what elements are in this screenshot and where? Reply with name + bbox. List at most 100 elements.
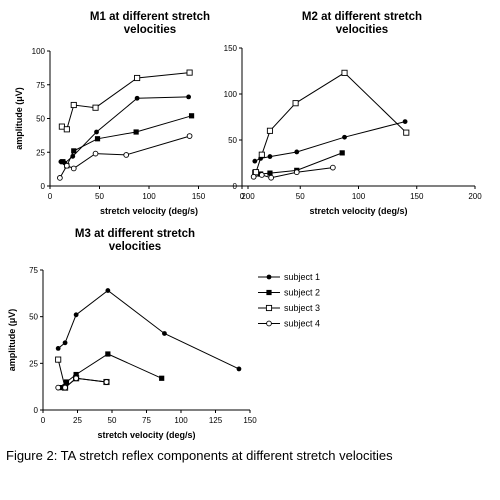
x-axis-label: stretch velocity (deg/s) [97,430,195,440]
series-subject-3 [252,69,410,176]
data-point [62,340,68,346]
x-axis-label: stretch velocity (deg/s) [100,206,198,216]
data-point [134,74,141,82]
data-point [55,384,62,391]
chart-title: M3 at different stretch velocities [75,228,195,253]
legend-label: subject 1 [284,272,320,282]
x-tick-label: 200 [241,192,255,201]
y-tick-label: 100 [224,90,238,99]
data-point [159,375,165,381]
data-point [55,356,62,363]
data-point [342,134,347,140]
data-point [236,366,242,372]
x-tick-label: 25 [73,416,82,425]
data-point [63,126,70,133]
data-point [103,379,110,385]
data-point [105,288,111,293]
data-point [92,104,99,111]
x-tick-label: 100 [142,192,156,201]
y-tick-label: 50 [29,313,38,322]
y-tick-label: 25 [36,148,45,157]
x-tick-label: 150 [192,192,206,201]
legend-label: subject 4 [284,319,320,329]
series-line [253,167,333,179]
data-point [265,304,273,312]
data-point [133,129,139,135]
data-point [58,123,65,130]
series-line [61,72,190,131]
data-point [123,152,130,158]
data-point [294,149,300,155]
data-point [403,129,410,136]
x-tick-label: 150 [243,416,257,425]
series-subject-4 [250,164,336,181]
x-tick-label: 50 [296,192,305,201]
y-tick-label: 0 [233,182,238,191]
data-point [252,169,260,176]
x-tick-label: 150 [410,192,424,201]
data-point [293,169,300,176]
data-point [258,172,265,178]
data-point [267,154,273,159]
x-tick-label: 75 [142,416,151,425]
data-point [266,274,272,280]
y-axis-label: amplitude (μV) [7,309,17,372]
legend-item: subject 4 [258,319,320,329]
y-tick-label: 0 [41,182,46,191]
y-tick-label: 50 [36,115,45,124]
data-point [258,151,265,158]
legend-label: subject 3 [284,303,320,313]
x-tick-label: 100 [352,192,366,201]
legend-item: subject 3 [258,303,320,313]
y-tick-label: 75 [36,81,45,90]
y-tick-label: 50 [228,136,237,145]
x-axis-label: stretch velocity (deg/s) [309,206,407,216]
y-tick-label: 100 [32,47,46,56]
x-tick-label: 125 [209,416,223,425]
legend-item: subject 2 [258,288,320,298]
data-point [94,136,101,142]
y-tick-label: 25 [29,359,38,368]
data-point [60,159,66,165]
data-point [268,174,274,181]
data-point [70,165,77,172]
x-tick-label: 50 [108,416,117,425]
data-point [162,331,167,336]
data-point [134,95,140,101]
series-line [57,289,240,370]
chart-m1: M1 at different stretch velocities 0 25 50 75… [14,11,255,216]
data-point [186,69,193,76]
data-point [94,129,99,135]
x-tick-label: 0 [41,416,46,425]
data-point [267,170,273,176]
data-point [63,162,70,169]
series-line [58,377,107,389]
chart-title: M2 at different stretch velocities [302,11,422,36]
data-point [330,164,336,171]
x-tick-label: 100 [174,416,188,425]
series-subject-1 [55,288,242,372]
data-point [266,289,272,296]
data-point [339,150,345,156]
legend-item: subject 1 [258,272,320,282]
series-line [59,353,162,388]
data-point [186,94,192,100]
data-point [73,312,79,318]
series-subject-4 [57,133,193,181]
data-point [292,100,299,107]
data-point [70,101,77,109]
data-point [105,351,111,357]
series-subject-1 [252,119,408,164]
y-tick-label: 75 [29,266,38,275]
legend: subject 1 subject 2 subject 3 subject 4 [258,272,320,329]
x-tick-label: 200 [468,192,482,201]
data-point [73,375,79,382]
data-point [186,133,193,139]
series-line [254,121,406,162]
x-tick-label: 50 [95,192,104,201]
series-subject-4 [55,375,110,391]
data-point [62,384,68,391]
x-tick-label: 0 [240,192,245,201]
data-point [73,371,79,378]
